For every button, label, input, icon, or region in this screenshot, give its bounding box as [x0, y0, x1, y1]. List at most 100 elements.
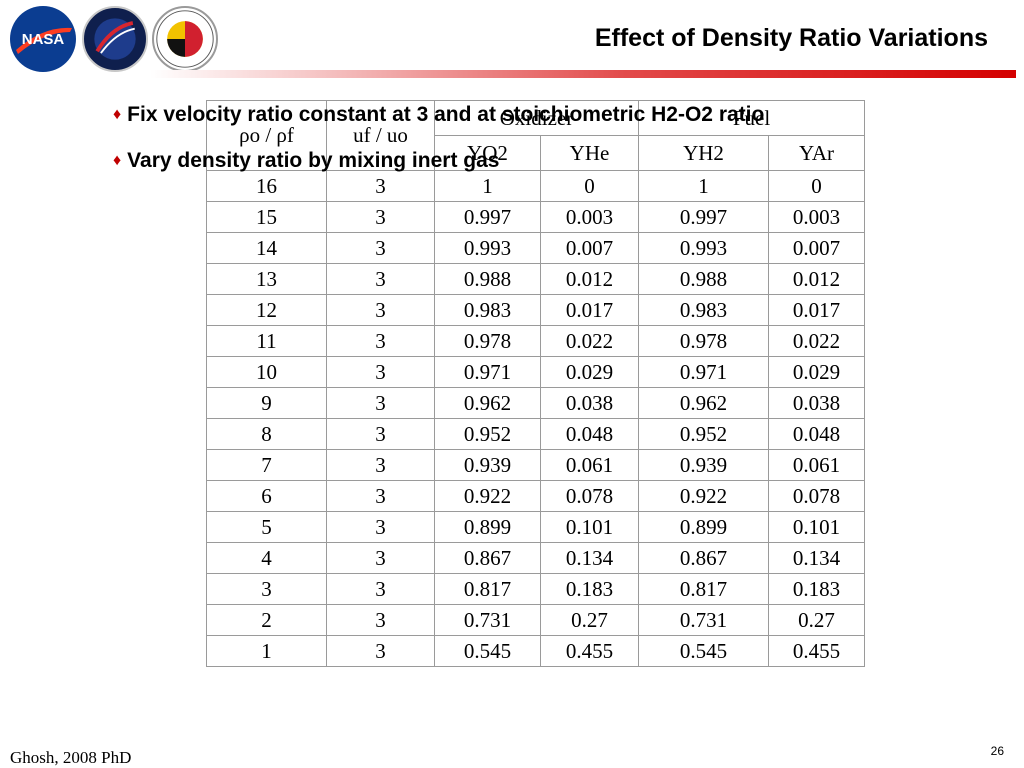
slide-title: Effect of Density Ratio Variations [594, 24, 988, 52]
table-cell: 11 [206, 325, 327, 357]
table-cell: 0.134 [768, 542, 865, 574]
header-y-he: YHe [540, 135, 639, 171]
table-cell: 15 [206, 201, 327, 233]
table-cell: 0.817 [434, 573, 541, 605]
table-cell: 10 [206, 356, 327, 388]
table-row: 3 3 0.817 0.183 0.817 0.183 [206, 573, 865, 605]
bullet-item: ♦ Fix velocity ratio constant at 3 and a… [113, 100, 764, 130]
header-velocity-ratio: uf / uo [326, 100, 435, 171]
table-cell: 0.048 [540, 418, 639, 450]
table-cell: 3 [326, 356, 435, 388]
table-cell: 0.731 [434, 604, 541, 636]
table-cell: 0.962 [434, 387, 541, 419]
table-cell: 0.988 [434, 263, 541, 295]
table-header-row: ρo / ρf uf / uo Oxidizer Fuel [206, 100, 865, 171]
table-cell: 0.978 [434, 325, 541, 357]
table-cell: 1 [434, 170, 541, 202]
table-cell: 5 [206, 511, 327, 543]
table-cell: 3 [326, 201, 435, 233]
nasa-logo: NASA [10, 6, 76, 72]
table-cell: 0.983 [638, 294, 769, 326]
table-cell: 3 [326, 573, 435, 605]
table-cell: 0.029 [768, 356, 865, 388]
table-row: 10 3 0.971 0.029 0.971 0.029 [206, 356, 865, 388]
table-cell: 0.971 [638, 356, 769, 388]
table-cell: 0.017 [540, 294, 639, 326]
table-cell: 0.993 [434, 232, 541, 264]
table-cell: 0.017 [768, 294, 865, 326]
table-cell: 16 [206, 170, 327, 202]
header-fuel: Fuel [638, 100, 865, 136]
table-cell: 0.997 [434, 201, 541, 233]
table-cell: 12 [206, 294, 327, 326]
table-cell: 13 [206, 263, 327, 295]
footer-citation: Ghosh, 2008 PhD [10, 748, 132, 767]
table-cell: 3 [326, 449, 435, 481]
diamond-bullet-icon: ♦ [113, 152, 122, 169]
table-cell: 0.545 [434, 635, 541, 667]
table-cell: 0.012 [540, 263, 639, 295]
exploration-logo [82, 6, 148, 72]
table-cell: 1 [638, 170, 769, 202]
table-cell: 0.952 [638, 418, 769, 450]
table-cell: 3 [326, 170, 435, 202]
table-cell: 0.867 [638, 542, 769, 574]
table-cell: 3 [326, 294, 435, 326]
table-row: 6 3 0.922 0.078 0.922 0.078 [206, 480, 865, 512]
table-cell: 0.455 [768, 635, 865, 667]
header-y-h2: YH2 [638, 135, 769, 171]
title-divider [150, 70, 1016, 78]
table-cell: 0.922 [434, 480, 541, 512]
table-cell: 0.27 [540, 604, 639, 636]
table-row: 16 3 1 0 1 0 [206, 170, 865, 202]
table-cell: 0.899 [434, 511, 541, 543]
table-cell: 2 [206, 604, 327, 636]
table-cell: 0.061 [540, 449, 639, 481]
table-cell: 0.007 [540, 232, 639, 264]
table-row: 2 3 0.731 0.27 0.731 0.27 [206, 604, 865, 636]
table-cell: 3 [326, 542, 435, 574]
diamond-bullet-icon: ♦ [113, 106, 122, 123]
table-row: 14 3 0.993 0.007 0.993 0.007 [206, 232, 865, 264]
table-cell: 14 [206, 232, 327, 264]
table-row: 8 3 0.952 0.048 0.952 0.048 [206, 418, 865, 450]
table-cell: 0 [768, 170, 865, 202]
table-cell: 0.038 [768, 387, 865, 419]
table-cell: 3 [326, 263, 435, 295]
table-cell: 6 [206, 480, 327, 512]
table-cell: 9 [206, 387, 327, 419]
table-cell: 0.939 [434, 449, 541, 481]
table-row: 1 3 0.545 0.455 0.545 0.455 [206, 635, 865, 667]
table-cell: 4 [206, 542, 327, 574]
table-cell: 0.022 [768, 325, 865, 357]
table-body: 16 3 1 0 1 0 15 3 0.997 0.003 0.997 0.003 14 3 0.993 0.… [206, 170, 865, 667]
table-cell: 3 [326, 480, 435, 512]
table-cell: 3 [326, 387, 435, 419]
table-row: 9 3 0.962 0.038 0.962 0.038 [206, 387, 865, 419]
table-cell: 3 [326, 604, 435, 636]
page-number: 26 [990, 744, 1004, 758]
table-cell: 0.899 [638, 511, 769, 543]
table-cell: 0.988 [638, 263, 769, 295]
table-cell: 0.731 [638, 604, 769, 636]
table-cell: 0.048 [768, 418, 865, 450]
table-row: 7 3 0.939 0.061 0.939 0.061 [206, 449, 865, 481]
table-row: 4 3 0.867 0.134 0.867 0.134 [206, 542, 865, 574]
table-cell: 1 [206, 635, 327, 667]
table-cell: 0.983 [434, 294, 541, 326]
table-cell: 0.867 [434, 542, 541, 574]
table-cell: 0.012 [768, 263, 865, 295]
table-row: 12 3 0.983 0.017 0.983 0.017 [206, 294, 865, 326]
table-cell: 0.27 [768, 604, 865, 636]
table-cell: 0.997 [638, 201, 769, 233]
table-cell: 3 [326, 635, 435, 667]
table-cell: 0.007 [768, 232, 865, 264]
header-y-o2: YO2 [434, 135, 541, 171]
table-cell: 0.101 [768, 511, 865, 543]
table-subheader-row: YO2 YHe YH2 YAr [207, 135, 865, 171]
table-cell: 0.022 [540, 325, 639, 357]
header-density-ratio: ρo / ρf [206, 100, 327, 171]
table-cell: 0.545 [638, 635, 769, 667]
bullet-text: Fix velocity ratio constant at 3 and at … [127, 103, 765, 126]
table-row: 11 3 0.978 0.022 0.978 0.022 [206, 325, 865, 357]
